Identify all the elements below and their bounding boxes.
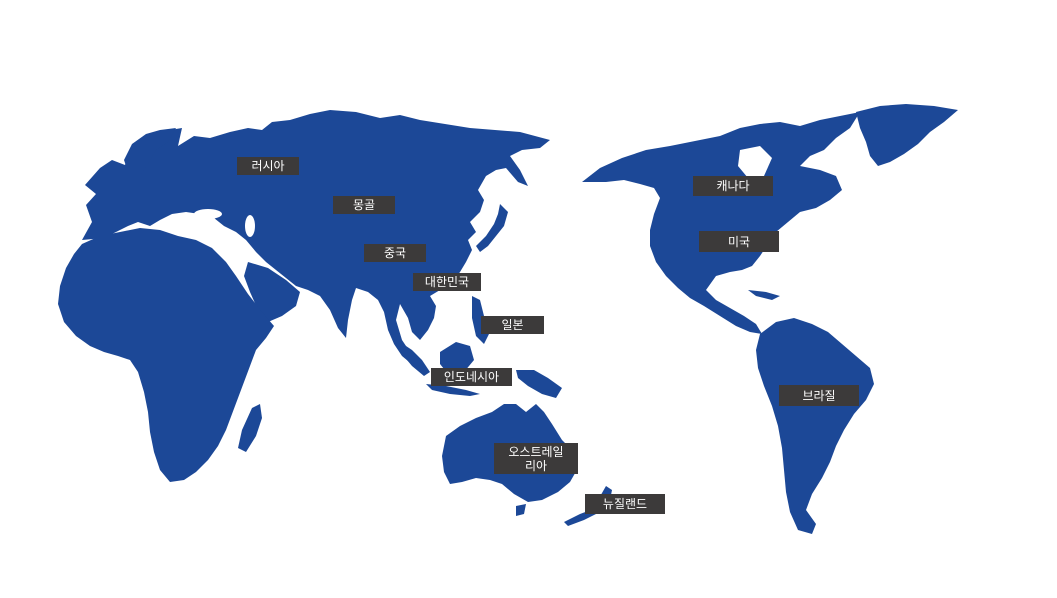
label-mongolia: 몽골 — [333, 196, 395, 214]
label-usa: 미국 — [699, 231, 779, 252]
new-zealand-landmass — [564, 486, 612, 526]
label-australia: 오스트레일 리아 — [494, 443, 578, 474]
africa-landmass — [58, 228, 274, 482]
label-russia: 러시아 — [237, 157, 299, 175]
north-america-landmass — [582, 112, 860, 334]
new-guinea-landmass — [516, 370, 562, 398]
label-korea: 대한민국 — [413, 273, 481, 291]
madagascar-landmass — [238, 404, 262, 452]
label-canada: 캐나다 — [693, 176, 773, 196]
label-new-zealand: 뉴질랜드 — [585, 494, 665, 514]
caribbean-islands — [748, 290, 780, 300]
label-brazil: 브라질 — [779, 385, 859, 406]
south-america-landmass — [756, 318, 874, 534]
label-indonesia: 인도네시아 — [431, 368, 512, 386]
japan-landmass — [476, 204, 508, 252]
borneo-landmass — [440, 342, 474, 374]
greenland-landmass — [856, 104, 958, 166]
java-landmass — [426, 384, 480, 396]
british-isles — [98, 168, 110, 190]
sumatra-landmass — [400, 342, 430, 376]
label-japan: 일본 — [481, 316, 544, 334]
tasmania-landmass — [516, 504, 526, 516]
eurasia-landmass — [82, 110, 550, 366]
label-china: 중국 — [364, 244, 426, 262]
scandinavia-landmass — [124, 128, 176, 178]
